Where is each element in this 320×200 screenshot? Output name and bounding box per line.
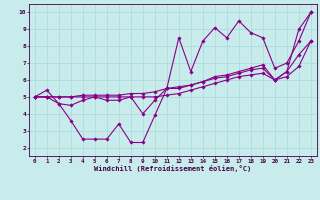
X-axis label: Windchill (Refroidissement éolien,°C): Windchill (Refroidissement éolien,°C): [94, 165, 252, 172]
